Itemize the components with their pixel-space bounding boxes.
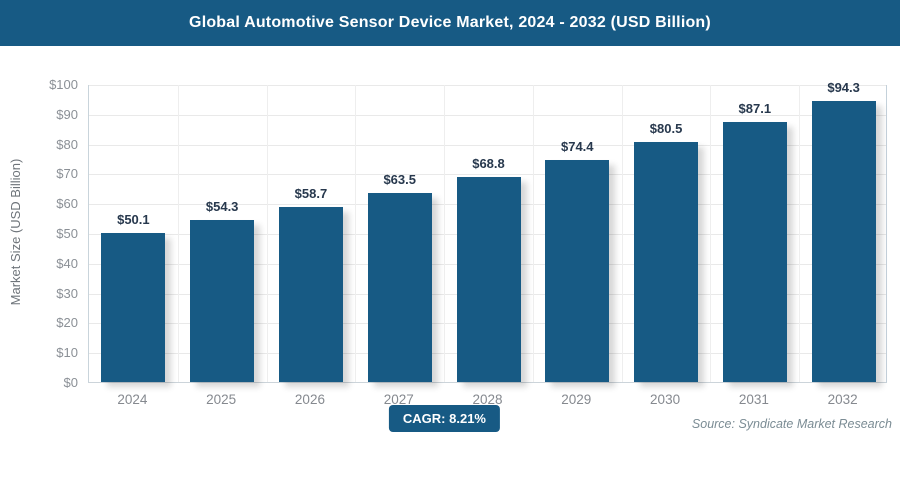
y-tick-label: $40 xyxy=(56,255,78,271)
x-tick-label: 2028 xyxy=(472,392,503,407)
gridline-vertical xyxy=(799,85,801,382)
gridline-vertical xyxy=(355,85,357,382)
gridline-horizontal xyxy=(89,144,886,146)
bar-value-label: $80.5 xyxy=(649,121,683,137)
gridline-horizontal xyxy=(89,114,886,116)
x-tick-label: 2027 xyxy=(383,392,414,407)
gridline-vertical xyxy=(710,85,712,382)
bar-2027: $63.5 xyxy=(367,172,432,382)
cagr-badge: CAGR: 8.21% xyxy=(388,405,500,432)
bar-2031: $87.1 xyxy=(722,101,787,382)
bar-2029: $74.4 xyxy=(545,139,610,382)
source-credit: Source: Syndicate Market Research xyxy=(691,417,892,431)
gridline-horizontal xyxy=(89,85,886,86)
title-bar: Global Automotive Sensor Device Market, … xyxy=(0,0,900,46)
gridline-vertical xyxy=(444,85,446,382)
bar-value-label: $50.1 xyxy=(117,211,150,227)
bar-value-label: $94.3 xyxy=(827,80,860,95)
y-axis-ticks: $0 $10 $20 $30 $40 $50 $60 $70 $80 $90 $100 xyxy=(0,77,78,390)
x-tick-label: 2032 xyxy=(827,392,858,407)
bar-2028: $68.8 xyxy=(456,156,521,382)
y-tick-label: $0 xyxy=(63,375,78,390)
y-tick-label: $100 xyxy=(49,77,78,92)
bar-2030: $80.5 xyxy=(634,121,699,382)
bar-2024: $50.1 xyxy=(101,212,166,382)
bar-value-label: $54.3 xyxy=(205,199,239,215)
x-tick-label: 2024 xyxy=(117,392,148,407)
bar-2026: $58.7 xyxy=(278,186,343,382)
gridline-vertical xyxy=(177,85,179,382)
x-tick-label: 2026 xyxy=(294,392,325,407)
page-title: Global Automotive Sensor Device Market, … xyxy=(189,14,711,31)
x-axis-labels: 2024 2025 2026 2027 2028 2029 2030 2031 2032 xyxy=(88,392,887,410)
y-tick-label: $70 xyxy=(56,166,78,182)
bar-2032: $94.3 xyxy=(811,80,876,382)
bar-2025: $54.3 xyxy=(190,199,255,382)
y-tick-label: $50 xyxy=(56,226,78,241)
x-tick-label: 2030 xyxy=(650,392,681,407)
y-tick-label: $20 xyxy=(56,315,78,331)
y-tick-label: $90 xyxy=(56,106,78,122)
x-tick-label: 2025 xyxy=(206,392,237,407)
gridline-vertical xyxy=(266,85,268,382)
bar-value-label: $68.8 xyxy=(472,155,505,171)
gridline-horizontal xyxy=(89,174,886,176)
chart-footer: CAGR: 8.21% Source: Syndicate Market Res… xyxy=(0,400,900,454)
gridline-vertical xyxy=(621,85,623,382)
bar-value-label: $63.5 xyxy=(383,171,416,187)
chart-area: Market Size (USD Billion) $0 $10 $20 $30 $40… xyxy=(0,46,900,500)
bar-value-label: $74.4 xyxy=(560,139,594,155)
plot-area: $50.1 $54.3 $58.7 $63.5 $68.8 $74.4 $80.5 $87.1… xyxy=(88,80,887,383)
x-tick-label: 2031 xyxy=(738,392,769,407)
y-tick-label: $30 xyxy=(56,285,78,301)
y-tick-label: $80 xyxy=(56,136,78,152)
y-tick-label: $60 xyxy=(56,196,78,212)
y-tick-label: $10 xyxy=(56,345,78,361)
x-tick-label: 2029 xyxy=(561,392,592,407)
bar-value-label: $58.7 xyxy=(294,186,328,202)
bar-value-label: $87.1 xyxy=(738,101,772,117)
gridline-vertical xyxy=(532,85,534,382)
